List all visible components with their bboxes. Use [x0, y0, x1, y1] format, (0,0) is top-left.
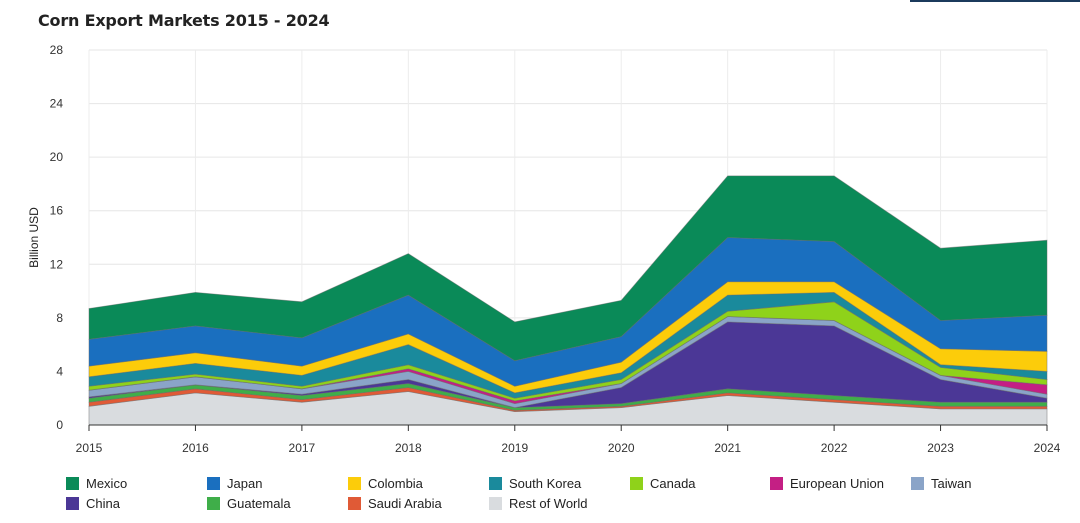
x-tick-label: 2018	[395, 441, 422, 455]
y-tick-label: 0	[56, 418, 63, 432]
legend-label: European Union	[790, 476, 884, 491]
legend-swatch	[348, 477, 361, 490]
legend-item-china[interactable]: China	[66, 496, 120, 511]
x-tick-label: 2021	[714, 441, 741, 455]
legend-swatch	[489, 497, 502, 510]
area-series	[88, 175, 1048, 426]
y-tick-label: 16	[50, 204, 64, 218]
legend-swatch	[911, 477, 924, 490]
y-tick-labels: 0 4 8 12 16 20 24 28	[50, 43, 64, 432]
header-accent-line	[910, 0, 1080, 2]
y-tick-label: 8	[56, 311, 63, 325]
axes	[88, 424, 1048, 431]
x-tick-label: 2015	[76, 441, 103, 455]
legend-item-rest-of-world[interactable]: Rest of World	[489, 496, 588, 511]
legend-label: China	[86, 496, 120, 511]
legend-swatch	[66, 477, 79, 490]
legend-item-canada[interactable]: Canada	[630, 476, 696, 491]
legend-swatch	[630, 477, 643, 490]
y-tick-label: 4	[56, 364, 63, 378]
y-tick-label: 24	[50, 97, 64, 111]
legend-item-mexico[interactable]: Mexico	[66, 476, 127, 491]
legend-item-japan[interactable]: Japan	[207, 476, 262, 491]
legend-label: Saudi Arabia	[368, 496, 442, 511]
legend-label: Taiwan	[931, 476, 972, 491]
legend-item-saudi-arabia[interactable]: Saudi Arabia	[348, 496, 442, 511]
y-axis-label: Billion USD	[27, 207, 41, 268]
legend-item-south-korea[interactable]: South Korea	[489, 476, 581, 491]
x-tick-label: 2016	[182, 441, 209, 455]
x-tick-label: 2022	[821, 441, 848, 455]
y-tick-label: 20	[50, 150, 64, 164]
legend-label: Canada	[650, 476, 696, 491]
x-tick-label: 2023	[927, 441, 954, 455]
x-tick-label: 2017	[289, 441, 316, 455]
legend-label: Mexico	[86, 476, 128, 491]
legend-item-guatemala[interactable]: Guatemala	[207, 496, 291, 511]
y-tick-label: 12	[50, 257, 64, 271]
area-mexico[interactable]	[88, 175, 1048, 362]
y-tick-label: 28	[50, 43, 64, 57]
legend-swatch	[207, 497, 220, 510]
x-tick-label: 2020	[608, 441, 635, 455]
x-tick-labels: 2015 2016 2017 2018 2019 2020 2021 2022 2023 2024	[76, 441, 1061, 455]
x-tick-label: 2019	[501, 441, 528, 455]
x-tick-label: 2024	[1034, 441, 1061, 455]
chart-title: Corn Export Markets 2015 - 2024	[38, 11, 330, 30]
legend-item-colombia[interactable]: Colombia	[348, 476, 423, 491]
legend-label: Rest of World	[509, 496, 588, 511]
legend-swatch	[207, 477, 220, 490]
legend-item-taiwan[interactable]: Taiwan	[911, 476, 971, 491]
legend-swatch	[770, 477, 783, 490]
legend-label: Japan	[227, 476, 263, 491]
legend-label: Colombia	[368, 476, 423, 491]
legend-label: Guatemala	[227, 496, 291, 511]
legend-swatch	[489, 477, 502, 490]
legend-swatch	[348, 497, 361, 510]
legend-item-european-union[interactable]: European Union	[770, 476, 884, 491]
legend-label: South Korea	[509, 476, 582, 491]
legend-swatch	[66, 497, 79, 510]
